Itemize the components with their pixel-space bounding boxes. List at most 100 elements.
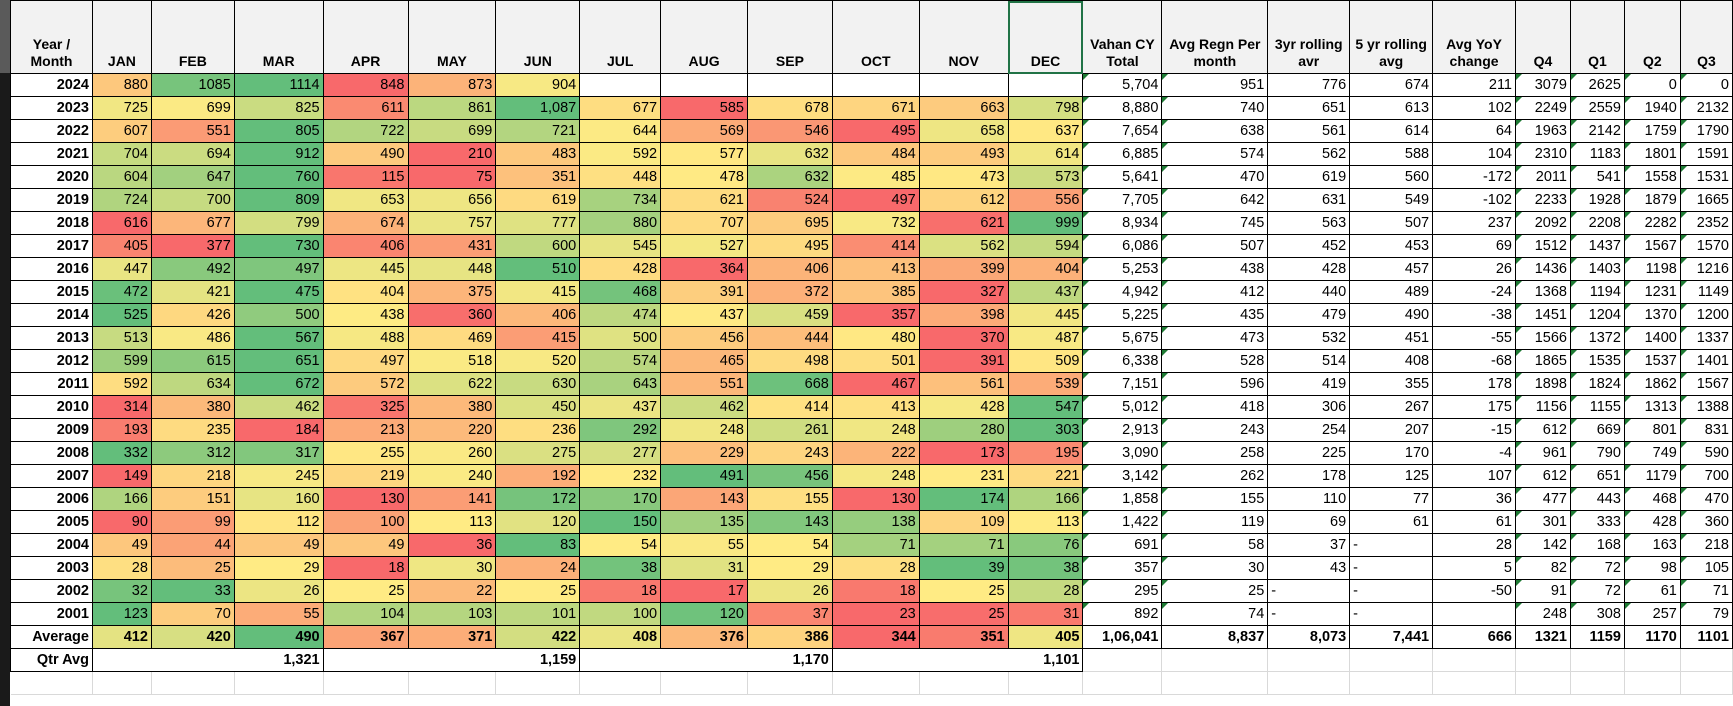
month-cell[interactable]: 71 <box>831 533 920 557</box>
month-cell[interactable]: 465 <box>660 349 748 373</box>
stat-cell[interactable]: 301 <box>1515 510 1571 534</box>
month-cell[interactable]: 644 <box>579 119 662 143</box>
month-cell[interactable]: 39 <box>918 556 1009 580</box>
month-cell[interactable]: 193 <box>91 418 152 442</box>
stat-cell[interactable]: -50 <box>1432 579 1516 603</box>
stat-cell[interactable]: 470 <box>1679 487 1733 511</box>
month-cell[interactable]: 472 <box>91 280 152 304</box>
header-may[interactable]: MAY <box>407 0 497 74</box>
empty-cell[interactable] <box>1349 648 1434 672</box>
month-cell[interactable]: 261 <box>747 418 833 442</box>
stat-cell[interactable]: 563 <box>1267 211 1351 235</box>
month-cell[interactable]: 404 <box>322 280 409 304</box>
month-cell[interactable]: 484 <box>831 142 920 166</box>
month-cell[interactable]: 36 <box>407 533 497 557</box>
stat-cell[interactable]: 225 <box>1267 441 1351 465</box>
header-dec[interactable]: DEC <box>1007 0 1084 74</box>
month-cell[interactable]: 825 <box>233 96 324 120</box>
month-cell[interactable]: 520 <box>495 349 581 373</box>
stat-cell[interactable]: 333 <box>1569 510 1625 534</box>
month-cell[interactable]: 49 <box>233 533 324 557</box>
month-cell[interactable]: 245 <box>233 464 324 488</box>
header-jan[interactable]: JAN <box>91 0 152 74</box>
empty-cell[interactable] <box>1082 671 1163 695</box>
stat-cell[interactable]: 7,441 <box>1349 625 1434 649</box>
stat-cell[interactable]: 700 <box>1679 464 1733 488</box>
stat-cell[interactable]: 408 <box>1349 349 1434 373</box>
month-cell[interactable]: 248 <box>831 464 920 488</box>
stat-cell[interactable]: 412 <box>1161 280 1269 304</box>
month-cell[interactable]: 469 <box>407 326 497 350</box>
stat-cell[interactable]: 528 <box>1161 349 1269 373</box>
month-cell[interactable]: 275 <box>495 441 581 465</box>
month-cell[interactable] <box>1007 73 1084 97</box>
stat-cell[interactable]: 82 <box>1515 556 1571 580</box>
month-cell[interactable]: 616 <box>91 211 152 235</box>
month-cell[interactable]: 527 <box>660 234 748 258</box>
stat-cell[interactable]: 1179 <box>1623 464 1681 488</box>
month-cell[interactable]: 420 <box>150 625 235 649</box>
stat-cell[interactable]: 0 <box>1623 73 1681 97</box>
stat-cell[interactable]: 613 <box>1349 96 1434 120</box>
month-cell[interactable]: 240 <box>407 464 497 488</box>
month-cell[interactable]: 151 <box>150 487 235 511</box>
month-cell[interactable]: 468 <box>579 280 662 304</box>
month-cell[interactable] <box>660 73 748 97</box>
month-cell[interactable]: 495 <box>747 234 833 258</box>
empty-cell[interactable] <box>1570 648 1625 672</box>
month-cell[interactable]: 437 <box>1007 280 1084 304</box>
empty-cell[interactable] <box>1624 648 1681 672</box>
month-cell[interactable]: 912 <box>233 142 324 166</box>
stat-cell[interactable]: 125 <box>1349 464 1434 488</box>
month-cell[interactable]: 510 <box>495 257 581 281</box>
stat-cell[interactable]: 72 <box>1569 556 1625 580</box>
stat-cell[interactable]: 532 <box>1267 326 1351 350</box>
month-cell[interactable]: 83 <box>495 533 581 557</box>
month-cell[interactable]: 26 <box>747 579 833 603</box>
stat-cell[interactable]: 560 <box>1349 165 1434 189</box>
stat-cell[interactable]: 155 <box>1161 487 1269 511</box>
stat-cell[interactable]: 5,704 <box>1082 73 1163 97</box>
month-cell[interactable]: 29 <box>747 556 833 580</box>
month-cell[interactable]: 721 <box>495 119 581 143</box>
month-cell[interactable]: 18 <box>322 556 409 580</box>
stat-cell[interactable]: 419 <box>1267 372 1351 396</box>
stat-cell[interactable]: 1231 <box>1623 280 1681 304</box>
header-3yr-rolling-avr[interactable]: 3yr rolling avr <box>1267 0 1351 74</box>
stat-cell[interactable]: 243 <box>1161 418 1269 442</box>
month-cell[interactable]: 612 <box>918 188 1009 212</box>
month-cell[interactable]: 44 <box>150 533 235 557</box>
month-cell[interactable]: 232 <box>579 464 662 488</box>
stat-cell[interactable]: 1566 <box>1515 326 1571 350</box>
month-cell[interactable]: 30 <box>407 556 497 580</box>
month-cell[interactable]: 599 <box>91 349 152 373</box>
header-q4[interactable]: Q4 <box>1515 0 1571 74</box>
month-cell[interactable]: 699 <box>150 96 235 120</box>
month-cell[interactable]: 594 <box>1007 234 1084 258</box>
month-cell[interactable]: 422 <box>495 625 581 649</box>
month-cell[interactable]: 592 <box>91 372 152 396</box>
stat-cell[interactable]: 267 <box>1349 395 1434 419</box>
empty-cell[interactable] <box>10 671 93 695</box>
month-cell[interactable]: 327 <box>918 280 1009 304</box>
stat-cell[interactable]: - <box>1267 602 1351 626</box>
month-cell[interactable]: 221 <box>1007 464 1084 488</box>
stat-cell[interactable]: 25 <box>1161 579 1269 603</box>
stat-cell[interactable]: 790 <box>1569 441 1625 465</box>
month-cell[interactable]: 143 <box>660 487 748 511</box>
stat-cell[interactable]: 1790 <box>1679 119 1733 143</box>
stat-cell[interactable]: 666 <box>1432 625 1516 649</box>
stat-cell[interactable]: 61 <box>1432 510 1516 534</box>
month-cell[interactable]: 372 <box>747 280 833 304</box>
stat-cell[interactable]: 452 <box>1267 234 1351 258</box>
stat-cell[interactable]: 588 <box>1349 142 1434 166</box>
stat-cell[interactable]: 28 <box>1432 533 1516 557</box>
stat-cell[interactable]: 168 <box>1569 533 1625 557</box>
stat-cell[interactable]: 470 <box>1161 165 1269 189</box>
header-avg-regn-per-month[interactable]: Avg Regn Per month <box>1161 0 1269 74</box>
stat-cell[interactable]: 79 <box>1679 602 1733 626</box>
month-cell[interactable]: 861 <box>407 96 497 120</box>
month-cell[interactable]: 798 <box>1007 96 1084 120</box>
month-cell[interactable]: 174 <box>918 487 1009 511</box>
month-cell[interactable]: 406 <box>322 234 409 258</box>
